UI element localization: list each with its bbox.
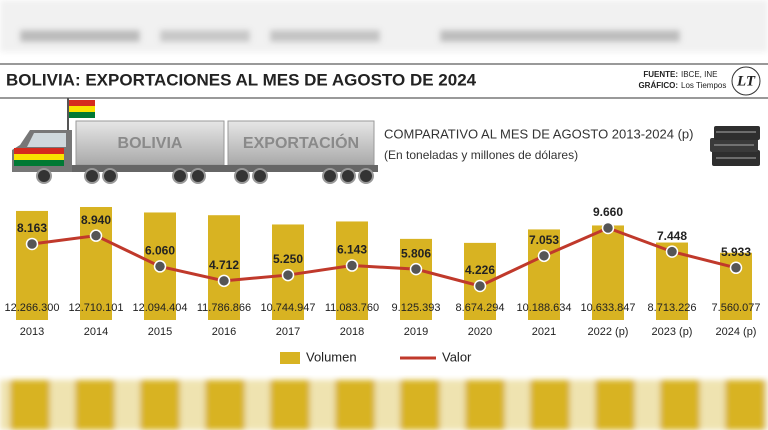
value-label: 4.226 — [465, 263, 495, 277]
point — [153, 260, 167, 273]
page-title: BOLIVIA: EXPORTACIONES AL MES DE AGOSTO … — [6, 70, 477, 89]
bottom-strip — [0, 380, 768, 430]
x-tick-label: 2017 — [276, 326, 300, 338]
truck — [12, 98, 378, 184]
point — [89, 229, 103, 242]
value-label: 10.633.847 — [580, 302, 635, 314]
point — [345, 259, 359, 272]
x-tick-label: 2018 — [340, 326, 364, 338]
value-label: 7.053 — [529, 233, 559, 247]
x-tick-label: 2014 — [84, 326, 108, 338]
value-label: 7.560.077 — [712, 302, 761, 314]
legend-swatch — [280, 352, 300, 364]
credit: Los Tiempos — [681, 81, 726, 90]
bar — [208, 215, 240, 320]
legend-label: Volumen — [306, 349, 357, 364]
x-tick-label: 2020 — [468, 326, 492, 338]
x-tick-label: 2013 — [20, 326, 44, 338]
value-label: 8.163 — [17, 221, 47, 235]
top-strip — [0, 0, 768, 52]
bar — [528, 229, 560, 320]
x-tick-label: 2019 — [404, 326, 428, 338]
value-label: 6.143 — [337, 243, 367, 257]
value-label: 12.094.404 — [132, 302, 187, 314]
chart: 8.163 8.940 6.060 4.712 5.250 6.143 5.806 4.226… — [4, 205, 760, 364]
logo-ring — [731, 66, 761, 96]
legend-label: Valor — [442, 349, 472, 364]
x-tick-label: 2024 (p) — [716, 326, 757, 338]
point — [25, 237, 39, 251]
value-label: 11.786.866 — [197, 302, 251, 314]
point — [473, 279, 487, 293]
value-label: 8.713.226 — [648, 302, 697, 314]
line — [31, 226, 737, 288]
value-label: 12.710.101 — [68, 302, 123, 314]
bar — [400, 238, 432, 320]
point — [537, 249, 551, 263]
value-label: 6.060 — [145, 244, 175, 258]
truck-label: BOLIVIA — [118, 135, 183, 152]
x-tick-label: 2015 — [148, 326, 172, 338]
chart-subtitle: (En toneladas y millones de dólares) — [384, 148, 578, 162]
credit-label: GRÁFICO: — [638, 81, 678, 90]
bar — [80, 207, 112, 320]
source-label: FUENTE: — [643, 70, 678, 79]
value-label: 10.744.947 — [260, 302, 315, 314]
value-label: 5.806 — [401, 246, 431, 260]
source: IBCE, INE — [681, 70, 717, 79]
point — [409, 262, 423, 276]
x-tick-label: 2021 — [532, 326, 556, 338]
value-label: 11.083.760 — [325, 302, 379, 314]
value-label: 8.940 — [81, 213, 111, 227]
value-label: 8.674.294 — [456, 302, 505, 314]
bar — [16, 210, 48, 320]
value-label: 5.933 — [721, 245, 751, 259]
x-tick-label: 2016 — [212, 326, 236, 338]
value-label: 12.266.300 — [4, 302, 59, 314]
chart-title: COMPARATIVO AL MES DE AGOSTO 2013-2024 (… — [384, 126, 693, 141]
truck-label: EXPORTACIÓN — [243, 133, 359, 152]
money-icon — [710, 126, 760, 166]
value-label: 4.712 — [209, 258, 239, 272]
point — [665, 245, 679, 258]
value-label: 10.188.634 — [516, 302, 571, 314]
x-tick-label: 2023 (p) — [652, 326, 693, 338]
value-label: 7.448 — [657, 229, 687, 243]
x-tick-label: 2022 (p) — [588, 326, 629, 338]
value-label: 9.660 — [593, 205, 623, 219]
point — [281, 268, 295, 282]
point — [601, 221, 615, 235]
point — [729, 261, 743, 275]
value-label: 9.125.393 — [392, 302, 441, 314]
bar — [592, 225, 624, 320]
point — [217, 274, 231, 288]
value-label: 5.250 — [273, 252, 303, 266]
logo: LT — [736, 73, 756, 89]
